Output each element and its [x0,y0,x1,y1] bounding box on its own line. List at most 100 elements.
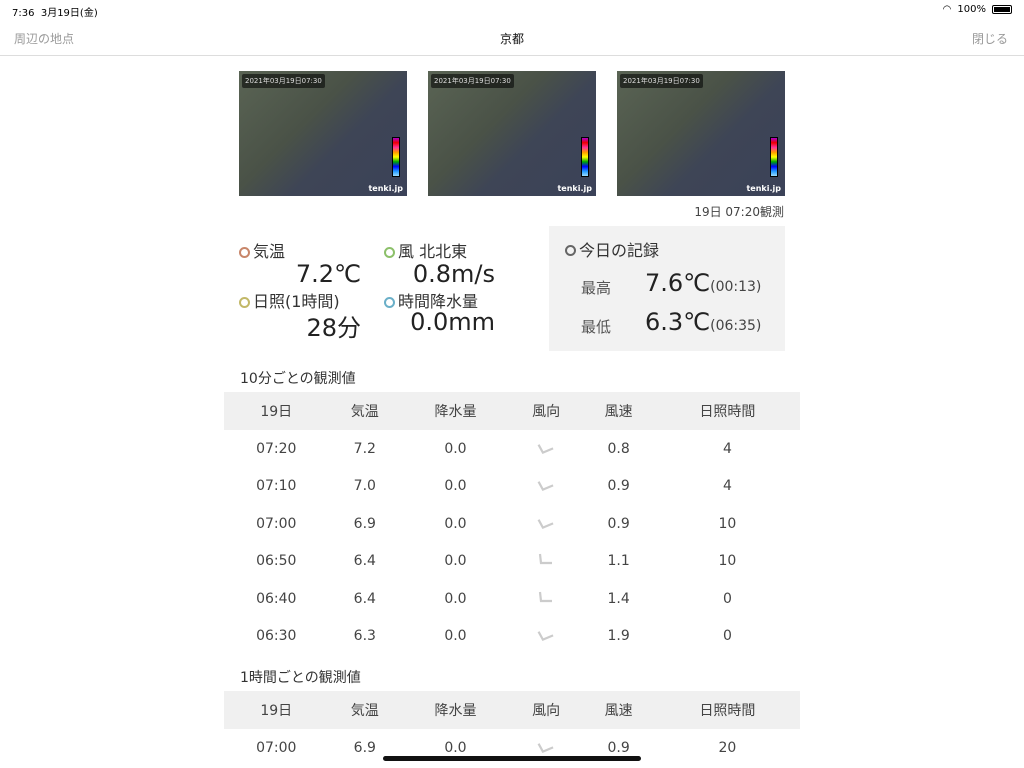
map-timestamp: 2021年03月19日07:30 [242,74,325,88]
map-legend [392,137,400,177]
time-cell: 06:50 [256,553,297,570]
close-button[interactable]: 閉じる [971,32,1008,46]
wind-direction-cell [510,505,583,543]
precip-cell: 0.0 [444,515,467,532]
time-cell: 07:00 [256,739,297,756]
record-title: 今日の記録 [579,241,660,260]
column-header: 19日 [224,392,329,430]
wind-direction-cell [510,543,583,581]
temp-cell: 6.3 [353,628,376,645]
table-row: 07:00 6.9 0.0 0.9 20 [224,729,800,767]
sun-label-group: 日照(1時間) [239,288,340,312]
home-indicator[interactable] [383,756,641,761]
observed-time: 19日 07:20観測 [694,205,784,219]
wind-direction-icon [539,591,553,602]
min-time: (06:35) [710,318,762,334]
speed-cell: 0.8 [607,440,630,457]
sun-cell: 4 [722,440,732,457]
precip-cell: 0.0 [444,628,467,645]
table-row: 06:50 6.4 0.0 1.1 10 [224,543,800,581]
min-value-group: 6.3℃(06:35) [645,308,761,336]
clock: 7:36 [12,8,35,19]
table-header: 19日 気温 降水量 風向 風速 日照時間 [224,392,800,430]
radar-maps: 2021年03月19日07:30 tenki.jp 2021年03月19日07:3… [239,71,785,196]
tenki-logo: tenki.jp [746,184,781,193]
sun-cell: 0 [722,590,732,607]
precip-cell: 0.0 [444,478,467,495]
radar-map-kyoto[interactable]: 2021年03月19日07:30 tenki.jp [617,71,785,196]
sun-cell: 4 [722,478,732,495]
column-header: 風速 [582,691,655,729]
map-legend [770,137,778,177]
wind-direction-icon [537,742,554,753]
nav-bar: 周辺の地点 京都 閉じる [0,18,1024,56]
precip-cell: 0.0 [444,739,467,756]
battery-icon [992,5,1012,14]
column-header: 日照時間 [654,392,800,430]
sun-cell: 10 [718,553,737,570]
speed-cell: 0.9 [607,739,630,756]
wind-direction-cell [510,580,583,618]
time-cell: 07:20 [256,440,297,457]
map-legend [581,137,589,177]
column-header: 降水量 [401,392,510,430]
nearby-locations-button[interactable]: 周辺の地点 [14,32,75,46]
wind-label-group: 風 北北東 [384,238,467,262]
precip-label: 時間降水量 [398,292,479,311]
temp-label: 気温 [253,242,286,261]
column-header: 気温 [328,392,402,430]
column-header: 風向 [509,691,583,729]
hourly-title: 1時間ごとの観測値 [240,670,361,686]
max-label: 最高 [581,279,612,297]
wind-direction-icon [537,443,554,454]
wind-direction-icon [537,518,554,529]
speed-cell: 0.9 [607,478,630,495]
wind-direction-cell [510,430,583,468]
ten-min-table: 19日 気温 降水量 風向 風速 日照時間 07:20 7.2 0.0 0.8 4 07:… [224,392,800,655]
temp-value: 7.2℃ [295,260,361,288]
ten-min-title: 10分ごとの観測値 [240,371,356,387]
radar-map-japan[interactable]: 2021年03月19日07:30 tenki.jp [239,71,407,196]
radar-map-kinki[interactable]: 2021年03月19日07:30 tenki.jp [428,71,596,196]
sun-label: 日照(1時間) [253,292,340,311]
sun-cell: 0 [722,628,732,645]
precip-label-group: 時間降水量 [384,288,478,312]
speed-cell: 1.4 [607,590,630,607]
speed-cell: 1.1 [607,553,630,570]
sun-cell: 20 [718,739,737,756]
max-time: (00:13) [710,279,762,295]
column-header: 風速 [582,392,655,430]
current-conditions: 気温 7.2℃ 風 北北東 0.8m/s 日照(1時間) 28分 時間降水量 0… [239,236,509,346]
time-cell: 07:00 [256,515,297,532]
wind-direction-cell [510,729,583,767]
column-header: 風向 [509,392,583,430]
min-label: 最低 [581,318,612,336]
wind-direction-icon [539,554,553,565]
table-row: 06:40 6.4 0.0 1.4 0 [224,580,800,618]
sun-value: 28分 [306,314,361,342]
table-row: 06:30 6.3 0.0 1.9 0 [224,618,800,656]
date: 3月19日(金) [40,8,98,19]
temp-cell: 6.4 [353,590,376,607]
time-cell: 07:10 [256,478,297,495]
wind-label: 風 北北東 [398,242,468,261]
map-timestamp: 2021年03月19日07:30 [620,74,703,88]
column-header: 降水量 [401,691,510,729]
precip-cell: 0.0 [444,553,467,570]
sun-cell: 10 [718,515,737,532]
wind-dot-icon [384,247,395,258]
speed-cell: 0.9 [607,515,630,532]
temp-dot-icon [239,247,250,258]
sun-dot-icon [239,297,250,308]
temp-cell: 7.2 [353,440,376,457]
column-header: 日照時間 [654,691,800,729]
time-cell: 06:40 [256,590,297,607]
tenki-logo: tenki.jp [557,184,592,193]
today-record: 今日の記録 最高 7.6℃(00:13) 最低 6.3℃(06:35) [549,226,785,351]
wind-direction-cell [510,618,583,656]
table-row: 07:20 7.2 0.0 0.8 4 [224,430,800,468]
wind-value: 0.8m/s [412,260,495,288]
page-title: 京都 [499,32,524,46]
wifi-icon: ◠ [942,4,952,15]
record-title-group: 今日の記録 [565,237,659,261]
